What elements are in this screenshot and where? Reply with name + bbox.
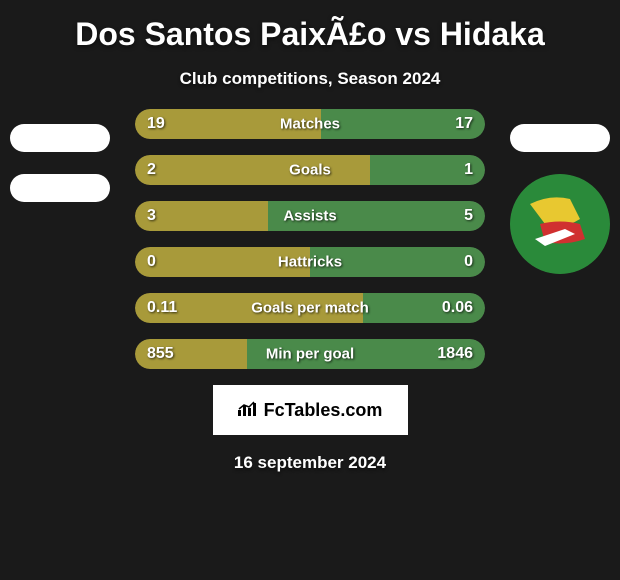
- page-title: Dos Santos PaixÃ£o vs Hidaka: [0, 8, 620, 61]
- main-container: Dos Santos PaixÃ£o vs Hidaka Club compet…: [0, 0, 620, 499]
- player-right-club-logo: [510, 174, 610, 274]
- stat-value-right: 1846: [437, 345, 473, 363]
- stat-bar-left: [135, 155, 370, 185]
- player-left-avatar-area: [10, 124, 110, 224]
- stat-row: 0 0 Hattricks: [135, 247, 485, 277]
- stat-label: Goals per match: [251, 300, 369, 317]
- player-right-avatar-area: [510, 124, 610, 274]
- chart-icon: [238, 400, 258, 421]
- comparison-area: 19 17 Matches 2 1 Goals 3 5 Assists 0 0 Hattricks 0.…: [0, 109, 620, 369]
- stat-value-left: 19: [147, 115, 165, 133]
- stat-value-left: 0.11: [147, 299, 177, 317]
- stat-row: 19 17 Matches: [135, 109, 485, 139]
- stat-label: Hattricks: [278, 254, 342, 271]
- subtitle: Club competitions, Season 2024: [0, 61, 620, 109]
- stat-row: 855 1846 Min per goal: [135, 339, 485, 369]
- stat-value-right: 5: [464, 207, 473, 225]
- stat-rows: 19 17 Matches 2 1 Goals 3 5 Assists 0 0 Hattricks 0.…: [135, 109, 485, 369]
- stat-value-right: 17: [455, 115, 473, 133]
- stat-row: 2 1 Goals: [135, 155, 485, 185]
- stat-value-left: 0: [147, 253, 156, 271]
- club-logo-icon: [510, 174, 610, 274]
- player-right-avatar-placeholder: [510, 124, 610, 152]
- stat-label: Min per goal: [266, 346, 354, 363]
- stat-value-left: 3: [147, 207, 156, 225]
- stat-value-right: 0.06: [442, 299, 473, 317]
- stat-row: 3 5 Assists: [135, 201, 485, 231]
- stat-label: Assists: [283, 208, 336, 225]
- stat-label: Matches: [280, 116, 340, 133]
- stat-label: Goals: [289, 162, 331, 179]
- stat-value-right: 0: [464, 253, 473, 271]
- player-left-avatar-placeholder-1: [10, 124, 110, 152]
- player-left-avatar-placeholder-2: [10, 174, 110, 202]
- stat-row: 0.11 0.06 Goals per match: [135, 293, 485, 323]
- footer-brand-logo: FcTables.com: [213, 385, 408, 435]
- stat-value-left: 855: [147, 345, 174, 363]
- footer-brand-text: FcTables.com: [264, 400, 383, 421]
- stat-value-right: 1: [464, 161, 473, 179]
- footer-date: 16 september 2024: [0, 435, 620, 491]
- stat-value-left: 2: [147, 161, 156, 179]
